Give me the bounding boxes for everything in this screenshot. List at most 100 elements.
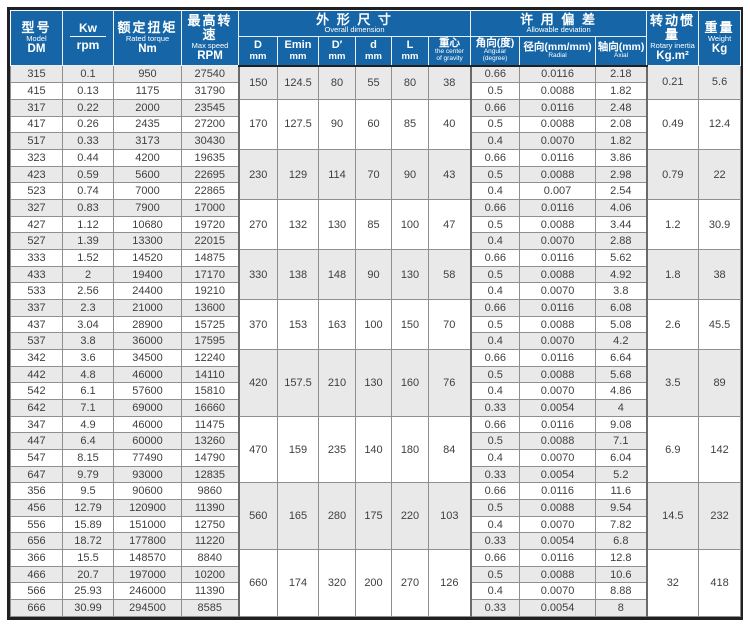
- cell-max-speed: 15810: [181, 382, 239, 401]
- col-header-D-prime: D′ mm: [318, 36, 356, 67]
- cell-Emin: 127.5: [277, 98, 319, 151]
- cell-axial: 9.54: [595, 499, 648, 517]
- cell-D-prime: 210: [318, 349, 356, 417]
- cell-max-speed: 11390: [181, 499, 239, 517]
- cell-weight: 142: [698, 415, 742, 484]
- cell-axial: 3.86: [595, 149, 648, 167]
- cell-d: 175: [355, 482, 392, 551]
- cell-model: 537: [10, 332, 63, 351]
- cell-kw: 0.59: [62, 165, 114, 184]
- cell-kw: 0.22: [62, 98, 114, 117]
- table-row: 556 15.89 151000 12750 0.4 0.0070 7.82: [10, 515, 741, 534]
- cell-rated-torque: 46000: [113, 415, 182, 434]
- cell-weight: 38: [698, 249, 742, 301]
- cell-radial: 0.007: [519, 182, 597, 201]
- cell-max-speed: 22865: [181, 182, 239, 201]
- weight-header-unit: Kg: [711, 42, 728, 55]
- cell-max-speed: 14110: [181, 365, 239, 384]
- cell-model: 666: [10, 599, 63, 617]
- cell-kw: 0.44: [62, 149, 114, 167]
- inertia-header-en: Rotary inertia: [650, 40, 695, 50]
- cell-radial: 0.0054: [519, 465, 597, 484]
- cell-D-prime: 163: [318, 299, 356, 351]
- cell-rated-torque: 5600: [113, 165, 182, 184]
- cell-D: 330: [237, 249, 278, 301]
- cell-model: 337: [10, 299, 63, 317]
- cell-kw: 30.99: [62, 599, 114, 617]
- col-header-center-of-gravity: 重心 the center of gravity: [427, 36, 472, 67]
- cell-weight: 22: [698, 148, 742, 201]
- cell-axial: 1.82: [595, 82, 648, 100]
- header-row-sub: D mm Emin mm D′ mm d mm L mm 重心 the cent…: [11, 36, 741, 67]
- col-header-D: D mm: [238, 36, 278, 67]
- cell-model: 333: [10, 249, 63, 267]
- cell-radial: 0.0054: [519, 599, 597, 617]
- cell-D-prime: 280: [318, 482, 356, 551]
- cell-angular: 0.4: [469, 382, 521, 401]
- axial-label-zh: 轴向(mm): [597, 40, 645, 53]
- cell-angular: 0.66: [469, 199, 521, 217]
- cell-radial: 0.0116: [519, 98, 597, 117]
- cell-axial: 10.6: [595, 565, 648, 584]
- cell-axial: 6.08: [595, 299, 648, 317]
- cell-D: 230: [237, 148, 278, 201]
- cell-max-speed: 9860: [181, 482, 239, 501]
- cell-axial: 4.92: [595, 265, 648, 284]
- cell-radial: 0.0088: [519, 432, 597, 451]
- cell-center-of-gravity: 43: [427, 148, 472, 201]
- cell-center-of-gravity: 38: [427, 65, 472, 100]
- Emin-label: Emin: [284, 38, 312, 51]
- cell-center-of-gravity: 126: [427, 549, 472, 617]
- cell-axial: 7.82: [595, 515, 648, 534]
- cell-d: 140: [355, 415, 392, 484]
- cell-rated-torque: 151000: [113, 515, 182, 534]
- cell-rated-torque: 120900: [113, 499, 182, 517]
- table-row: 315 0.1 950 27540 150 124.5 80 55 80 38 0.66 0.0116…: [10, 64, 742, 100]
- cell-angular: 0.66: [469, 349, 521, 367]
- table-row: 442 4.8 46000 14110 0.5 0.0088 5.68: [10, 365, 741, 384]
- cell-radial: 0.0054: [519, 532, 597, 551]
- cell-axial: 5.08: [595, 315, 648, 334]
- cell-center-of-gravity: 58: [427, 249, 472, 301]
- cell-model: 517: [10, 132, 63, 150]
- cell-axial: 2.54: [595, 182, 648, 201]
- table-row: 356 9.5 90600 9860 560 165 280 175 220 103 0.66 0.0…: [10, 482, 742, 551]
- cell-D: 560: [237, 482, 278, 551]
- cell-angular: 0.4: [469, 515, 521, 534]
- cell-D: 470: [237, 415, 278, 484]
- cell-kw: 7.1: [62, 399, 114, 417]
- cell-kw: 6.4: [62, 432, 114, 451]
- cell-axial: 8: [595, 599, 648, 617]
- cell-rated-torque: 1175: [113, 82, 182, 100]
- table-row: 447 6.4 60000 13260 0.5 0.0088 7.1: [10, 432, 741, 451]
- speed-header-en: Max speed: [191, 40, 229, 50]
- cell-model: 437: [10, 315, 63, 334]
- cell-angular: 0.66: [469, 415, 521, 434]
- cell-angular: 0.66: [469, 299, 521, 317]
- cell-radial: 0.0116: [519, 482, 597, 501]
- cell-angular: 0.4: [469, 332, 521, 351]
- weight-header-en: Weight: [707, 33, 732, 43]
- cell-angular: 0.66: [469, 64, 521, 84]
- cell-rated-torque: 57600: [113, 382, 182, 401]
- cell-model: 323: [10, 149, 63, 167]
- cell-rated-torque: 294500: [113, 599, 182, 617]
- table-row: 415 0.13 1175 31790 0.5 0.0088 1.82: [10, 82, 741, 100]
- cell-rated-torque: 246000: [113, 582, 182, 601]
- cell-L: 270: [391, 549, 429, 617]
- cell-axial: 1.82: [595, 132, 648, 150]
- cell-angular: 0.66: [469, 249, 521, 267]
- cell-radial: 0.0070: [519, 232, 597, 251]
- cell-kw: 2: [62, 265, 114, 284]
- cell-model: 417: [10, 115, 63, 134]
- cell-D: 170: [237, 98, 278, 151]
- cell-axial: 5.2: [595, 465, 648, 484]
- cell-model: 317: [10, 98, 63, 117]
- cell-max-speed: 14790: [181, 449, 239, 467]
- cell-rated-torque: 7000: [113, 182, 182, 201]
- cell-center-of-gravity: 84: [427, 415, 472, 484]
- cell-model: 642: [10, 399, 63, 417]
- cell-angular: 0.5: [469, 82, 521, 100]
- cell-max-speed: 22695: [181, 165, 239, 184]
- table-body: 315 0.1 950 27540 150 124.5 80 55 80 38 0.66 0.0116…: [10, 64, 742, 617]
